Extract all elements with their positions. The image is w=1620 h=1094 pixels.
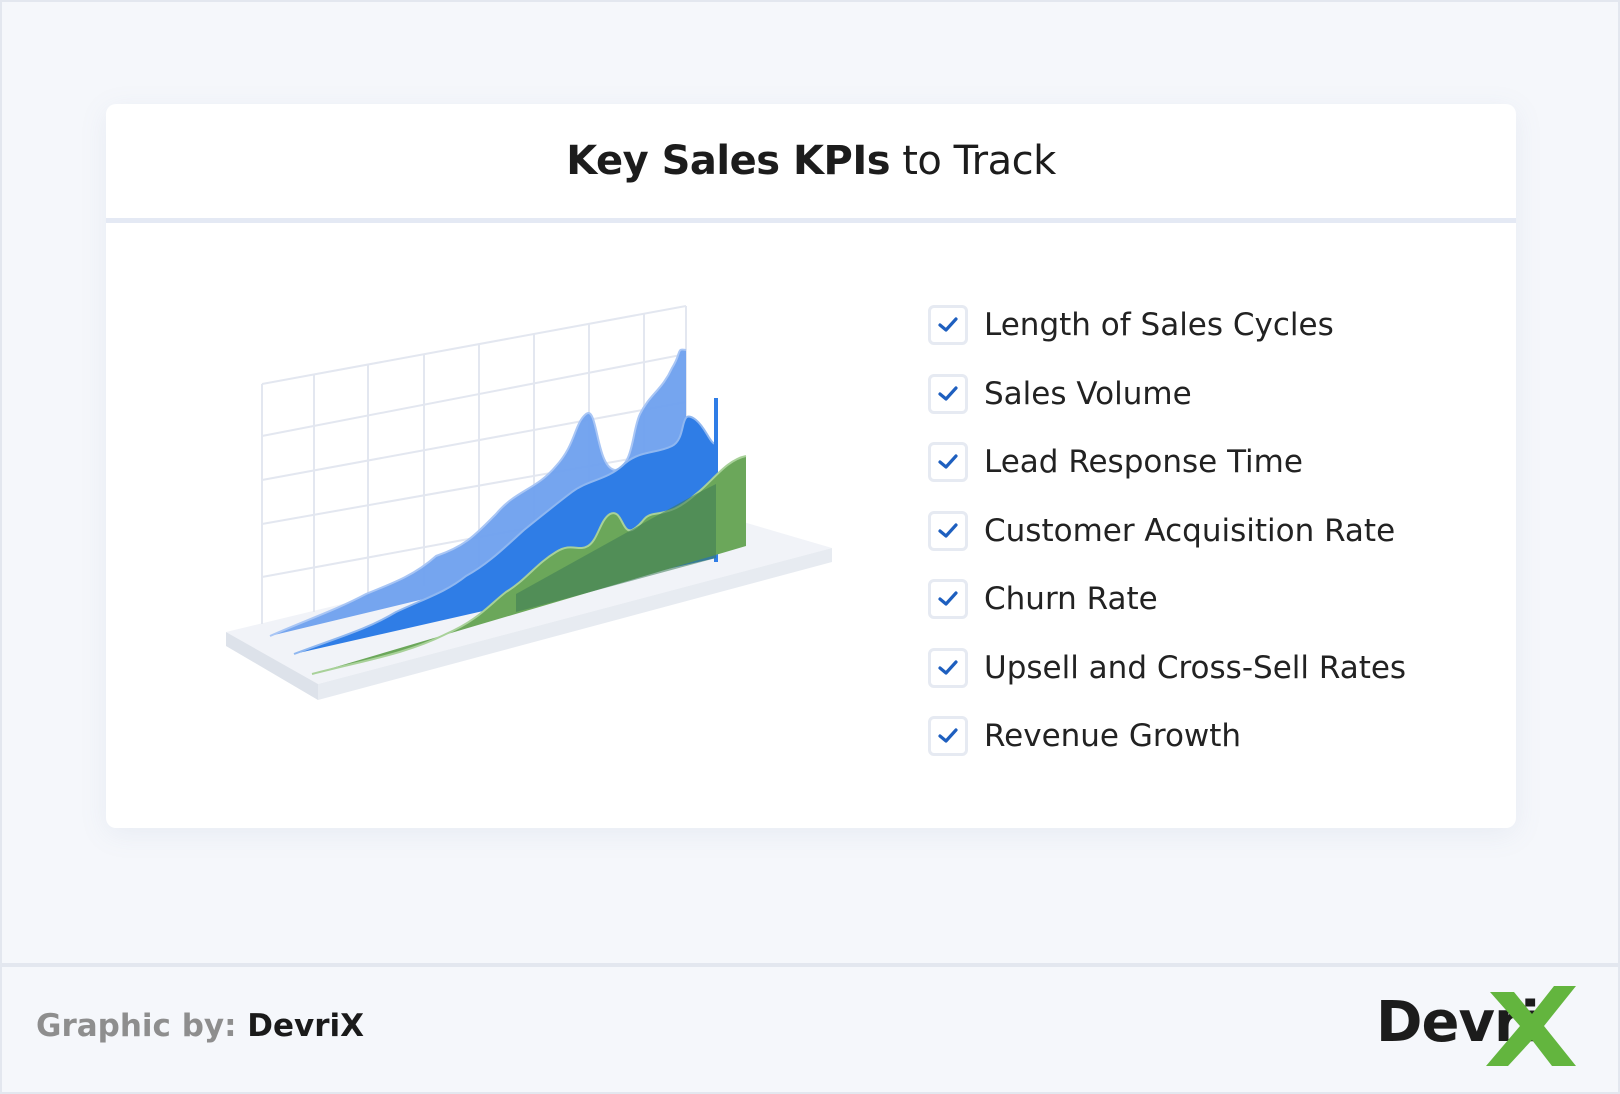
checkbox (928, 373, 968, 414)
kpi-label: Customer Acquisition Rate (984, 512, 1396, 549)
checkbox (928, 510, 968, 551)
checkbox (928, 442, 968, 483)
check-icon (938, 728, 958, 743)
footer-divider (2, 963, 1618, 967)
content-card: Key Sales KPIs to Track (106, 104, 1516, 828)
card-header: Key Sales KPIs to Track (106, 104, 1516, 223)
credit-brand: DevriX (247, 1008, 365, 1044)
check-icon (938, 523, 958, 538)
series-overlap-shadow (516, 484, 716, 612)
checkbox (928, 716, 968, 757)
checkbox (928, 647, 968, 688)
list-item: Revenue Growth (928, 702, 1406, 771)
list-item: Lead Response Time (928, 428, 1406, 497)
check-icon (938, 660, 958, 675)
kpi-checklist: Length of Sales Cycles Sales Volume Lead… (928, 291, 1406, 771)
title-emphasis: Key Sales KPIs (566, 138, 891, 184)
kpi-label: Lead Response Time (984, 444, 1303, 481)
checkbox (928, 305, 968, 346)
area-series-light-blue (270, 349, 686, 636)
check-icon (938, 317, 958, 332)
checkbox (928, 579, 968, 620)
credit-prefix: Graphic by: (36, 1008, 248, 1044)
list-item: Length of Sales Cycles (928, 291, 1406, 360)
list-item: Upsell and Cross-Sell Rates (928, 634, 1406, 703)
area-chart-illustration (226, 305, 832, 700)
list-item: Sales Volume (928, 360, 1406, 429)
title-rest: to Track (890, 138, 1056, 184)
list-item: Churn Rate (928, 565, 1406, 634)
blue-edge (293, 415, 717, 655)
kpi-label: Sales Volume (984, 375, 1192, 412)
light-blue-edge (269, 348, 687, 637)
kpi-label: Length of Sales Cycles (984, 307, 1334, 344)
area-series-blue (294, 416, 716, 654)
list-item: Customer Acquisition Rate (928, 497, 1406, 566)
graphic-credit: Graphic by: DevriX (36, 1008, 364, 1044)
check-icon (938, 591, 958, 606)
check-icon (938, 454, 958, 469)
kpi-label: Upsell and Cross-Sell Rates (984, 649, 1407, 686)
kpi-label: Churn Rate (984, 581, 1158, 618)
x-mark-icon (1486, 986, 1576, 1066)
page-title: Key Sales KPIs to Track (566, 138, 1056, 184)
devrix-logo: Devri (1376, 986, 1582, 1070)
kpi-label: Revenue Growth (984, 718, 1242, 755)
check-icon (938, 386, 958, 401)
